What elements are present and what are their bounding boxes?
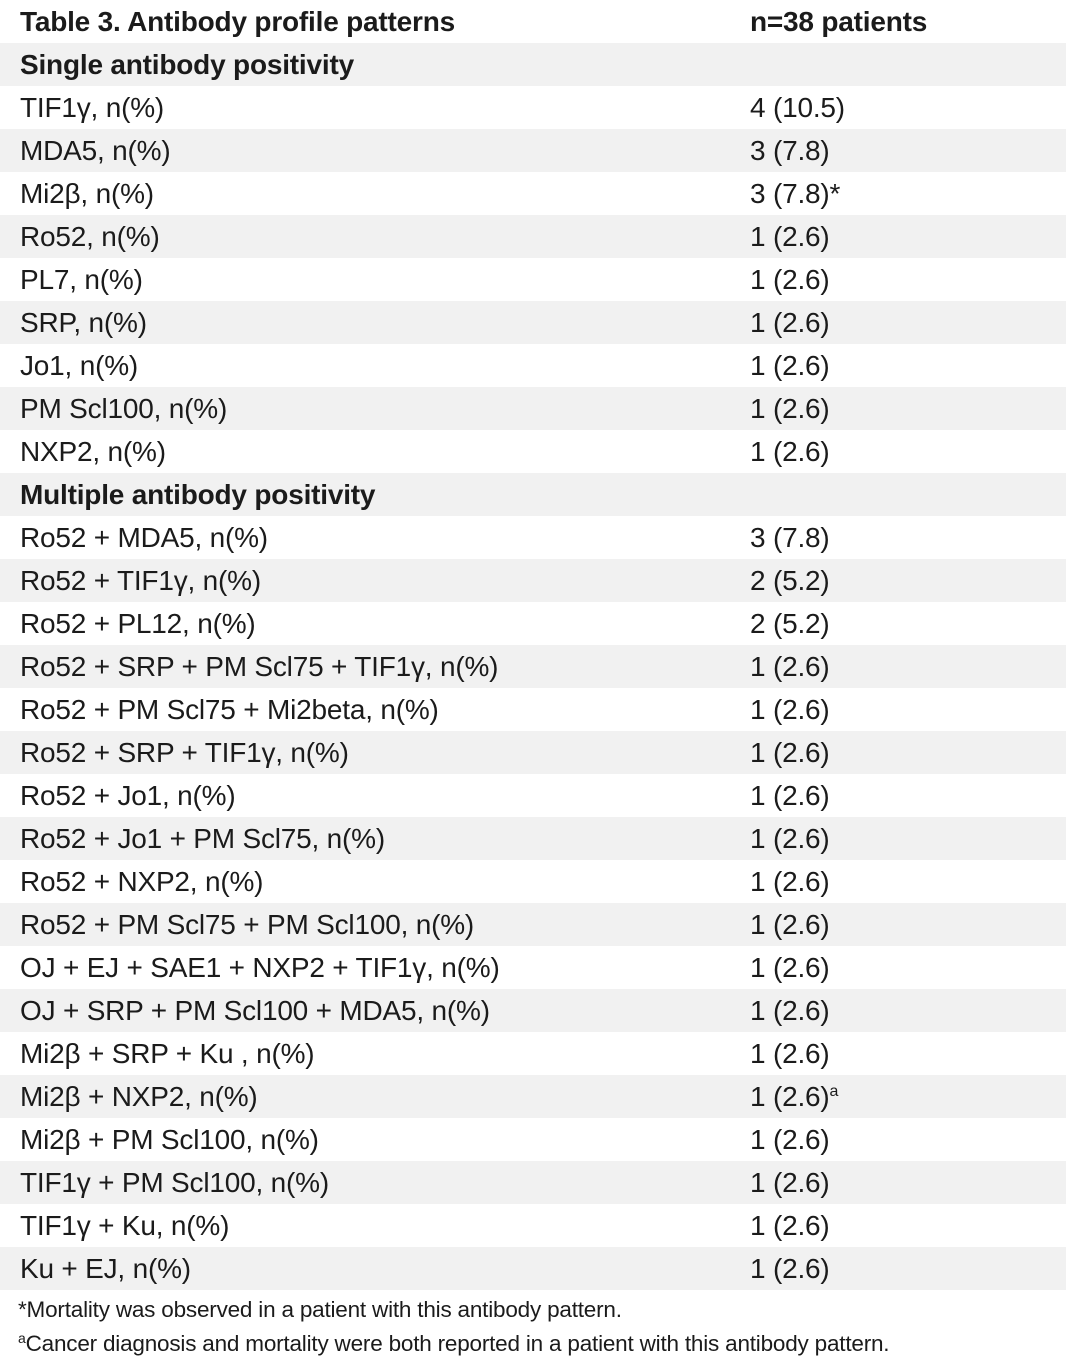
row-label: OJ + EJ + SAE1 + NXP2 + TIF1γ, n(%) [20, 951, 500, 983]
table-row: PL7, n(%) 1 (2.6) [0, 258, 1066, 301]
footnote: aCancer diagnosis and mortality were bot… [18, 1330, 890, 1356]
row-value: 1 (2.6)a [750, 1080, 839, 1112]
table-row: PM Scl100, n(%) 1 (2.6) [0, 387, 1066, 430]
table-row: Ro52 + Jo1, n(%) 1 (2.6) [0, 774, 1066, 817]
row-value: 1 (2.6) [750, 908, 830, 940]
table-row: Ku + EJ, n(%) 1 (2.6) [0, 1247, 1066, 1290]
table-body: Single antibody positivity TIF1γ, n(%) 4 (… [0, 43, 1080, 1290]
table-title: Table 3. Antibody profile patterns [20, 5, 456, 37]
row-label: Ro52 + Jo1, n(%) [20, 779, 236, 811]
row-label: Mi2β, n(%) [20, 177, 154, 209]
row-value: 1 (2.6) [750, 1166, 830, 1198]
row-label: Jo1, n(%) [20, 349, 139, 381]
row-value: 1 (2.6) [750, 650, 830, 682]
row-label: Ro52 + PL12, n(%) [20, 607, 256, 639]
table-row: OJ + SRP + PM Scl100 + MDA5, n(%) 1 (2.6) [0, 989, 1066, 1032]
row-value: 4 (10.5) [750, 91, 845, 123]
row-label: Mi2β + PM Scl100, n(%) [20, 1123, 319, 1155]
section-header-row: Single antibody positivity [0, 43, 1066, 86]
row-value: 1 (2.6) [750, 392, 830, 424]
table-row: Ro52 + NXP2, n(%) 1 (2.6) [0, 860, 1066, 903]
table-row: Jo1, n(%) 1 (2.6) [0, 344, 1066, 387]
row-value: 1 (2.6) [750, 994, 830, 1026]
row-value: 1 (2.6) [750, 1209, 830, 1241]
table-row: Ro52 + TIF1γ, n(%) 2 (5.2) [0, 559, 1066, 602]
row-label: SRP, n(%) [20, 306, 147, 338]
table-row: Ro52 + MDA5, n(%) 3 (7.8) [0, 516, 1066, 559]
row-value: 2 (5.2) [750, 564, 830, 596]
row-value: 3 (7.8) [750, 521, 830, 553]
table-row: Ro52, n(%) 1 (2.6) [0, 215, 1066, 258]
row-value: 3 (7.8)* [750, 177, 841, 209]
table-row: TIF1γ + Ku, n(%) 1 (2.6) [0, 1204, 1066, 1247]
row-value: 1 (2.6) [750, 263, 830, 295]
row-label: NXP2, n(%) [20, 435, 166, 467]
row-value: 1 (2.6) [750, 1252, 830, 1284]
row-value: 1 (2.6) [750, 822, 830, 854]
section-header-label: Multiple antibody positivity [20, 478, 376, 510]
row-label: Ro52 + NXP2, n(%) [20, 865, 264, 897]
row-value: 1 (2.6) [750, 435, 830, 467]
footnote-marker: a [18, 1330, 26, 1346]
row-value: 2 (5.2) [750, 607, 830, 639]
row-label: Mi2β + NXP2, n(%) [20, 1080, 258, 1112]
row-label: TIF1γ + PM Scl100, n(%) [20, 1166, 329, 1198]
table-row: MDA5, n(%) 3 (7.8) [0, 129, 1066, 172]
row-label: Mi2β + SRP + Ku , n(%) [20, 1037, 315, 1069]
row-value: 1 (2.6) [750, 736, 830, 768]
table-row: Ro52 + PL12, n(%) 2 (5.2) [0, 602, 1066, 645]
row-label: Ro52 + TIF1γ, n(%) [20, 564, 261, 596]
row-value: 1 (2.6) [750, 693, 830, 725]
table-row: Ro52 + Jo1 + PM Scl75, n(%) 1 (2.6) [0, 817, 1066, 860]
table-row: Ro52 + PM Scl75 + PM Scl100, n(%) 1 (2.6) [0, 903, 1066, 946]
row-value: 1 (2.6) [750, 951, 830, 983]
row-value: 1 (2.6) [750, 1037, 830, 1069]
row-value: 1 (2.6) [750, 306, 830, 338]
row-value: 1 (2.6) [750, 349, 830, 381]
table-row: Mi2β + SRP + Ku , n(%) 1 (2.6) [0, 1032, 1066, 1075]
row-label: TIF1γ + Ku, n(%) [20, 1209, 230, 1241]
row-label: Ro52 + PM Scl75 + Mi2beta, n(%) [20, 693, 439, 725]
table-row: Mi2β + NXP2, n(%) 1 (2.6)a [0, 1075, 1066, 1118]
table-row: Mi2β + PM Scl100, n(%) 1 (2.6) [0, 1118, 1066, 1161]
row-label: TIF1γ, n(%) [20, 91, 165, 123]
row-label: Ku + EJ, n(%) [20, 1252, 191, 1284]
row-label: Ro52 + SRP + TIF1γ, n(%) [20, 736, 349, 768]
row-value: 1 (2.6) [750, 779, 830, 811]
table-row: TIF1γ, n(%) 4 (10.5) [0, 86, 1066, 129]
row-value: 1 (2.6) [750, 1123, 830, 1155]
row-label: Ro52 + MDA5, n(%) [20, 521, 268, 553]
table-row: TIF1γ + PM Scl100, n(%) 1 (2.6) [0, 1161, 1066, 1204]
table-row: NXP2, n(%) 1 (2.6) [0, 430, 1066, 473]
row-label: Ro52, n(%) [20, 220, 160, 252]
table-row: Mi2β, n(%) 3 (7.8)* [0, 172, 1066, 215]
row-label: MDA5, n(%) [20, 134, 171, 166]
row-label: Ro52 + PM Scl75 + PM Scl100, n(%) [20, 908, 475, 940]
row-label: PM Scl100, n(%) [20, 392, 228, 424]
footnote: *Mortality was observed in a patient wit… [18, 1297, 622, 1322]
row-label: OJ + SRP + PM Scl100 + MDA5, n(%) [20, 994, 490, 1026]
row-value: 3 (7.8) [750, 134, 830, 166]
row-label: PL7, n(%) [20, 263, 143, 295]
section-header-label: Single antibody positivity [20, 48, 354, 80]
row-value: 1 (2.6) [750, 865, 830, 897]
table-title-value: n=38 patients [750, 5, 928, 37]
value-superscript: a [829, 1082, 839, 1100]
table-row: Ro52 + SRP + TIF1γ, n(%) 1 (2.6) [0, 731, 1066, 774]
section-header-row: Multiple antibody positivity [0, 473, 1066, 516]
table-row: Ro52 + PM Scl75 + Mi2beta, n(%) 1 (2.6) [0, 688, 1066, 731]
table-row: OJ + EJ + SAE1 + NXP2 + TIF1γ, n(%) 1 (2.… [0, 946, 1066, 989]
table-row: Ro52 + SRP + PM Scl75 + TIF1γ, n(%) 1 (2.… [0, 645, 1066, 688]
row-value: 1 (2.6) [750, 220, 830, 252]
row-label: Ro52 + Jo1 + PM Scl75, n(%) [20, 822, 385, 854]
table-footnotes: *Mortality was observed in a patient wit… [0, 1290, 1080, 1361]
row-label: Ro52 + SRP + PM Scl75 + TIF1γ, n(%) [20, 650, 499, 682]
table-title-row: Table 3. Antibody profile patterns n=38 … [0, 0, 1066, 43]
table-row: SRP, n(%) 1 (2.6) [0, 301, 1066, 344]
